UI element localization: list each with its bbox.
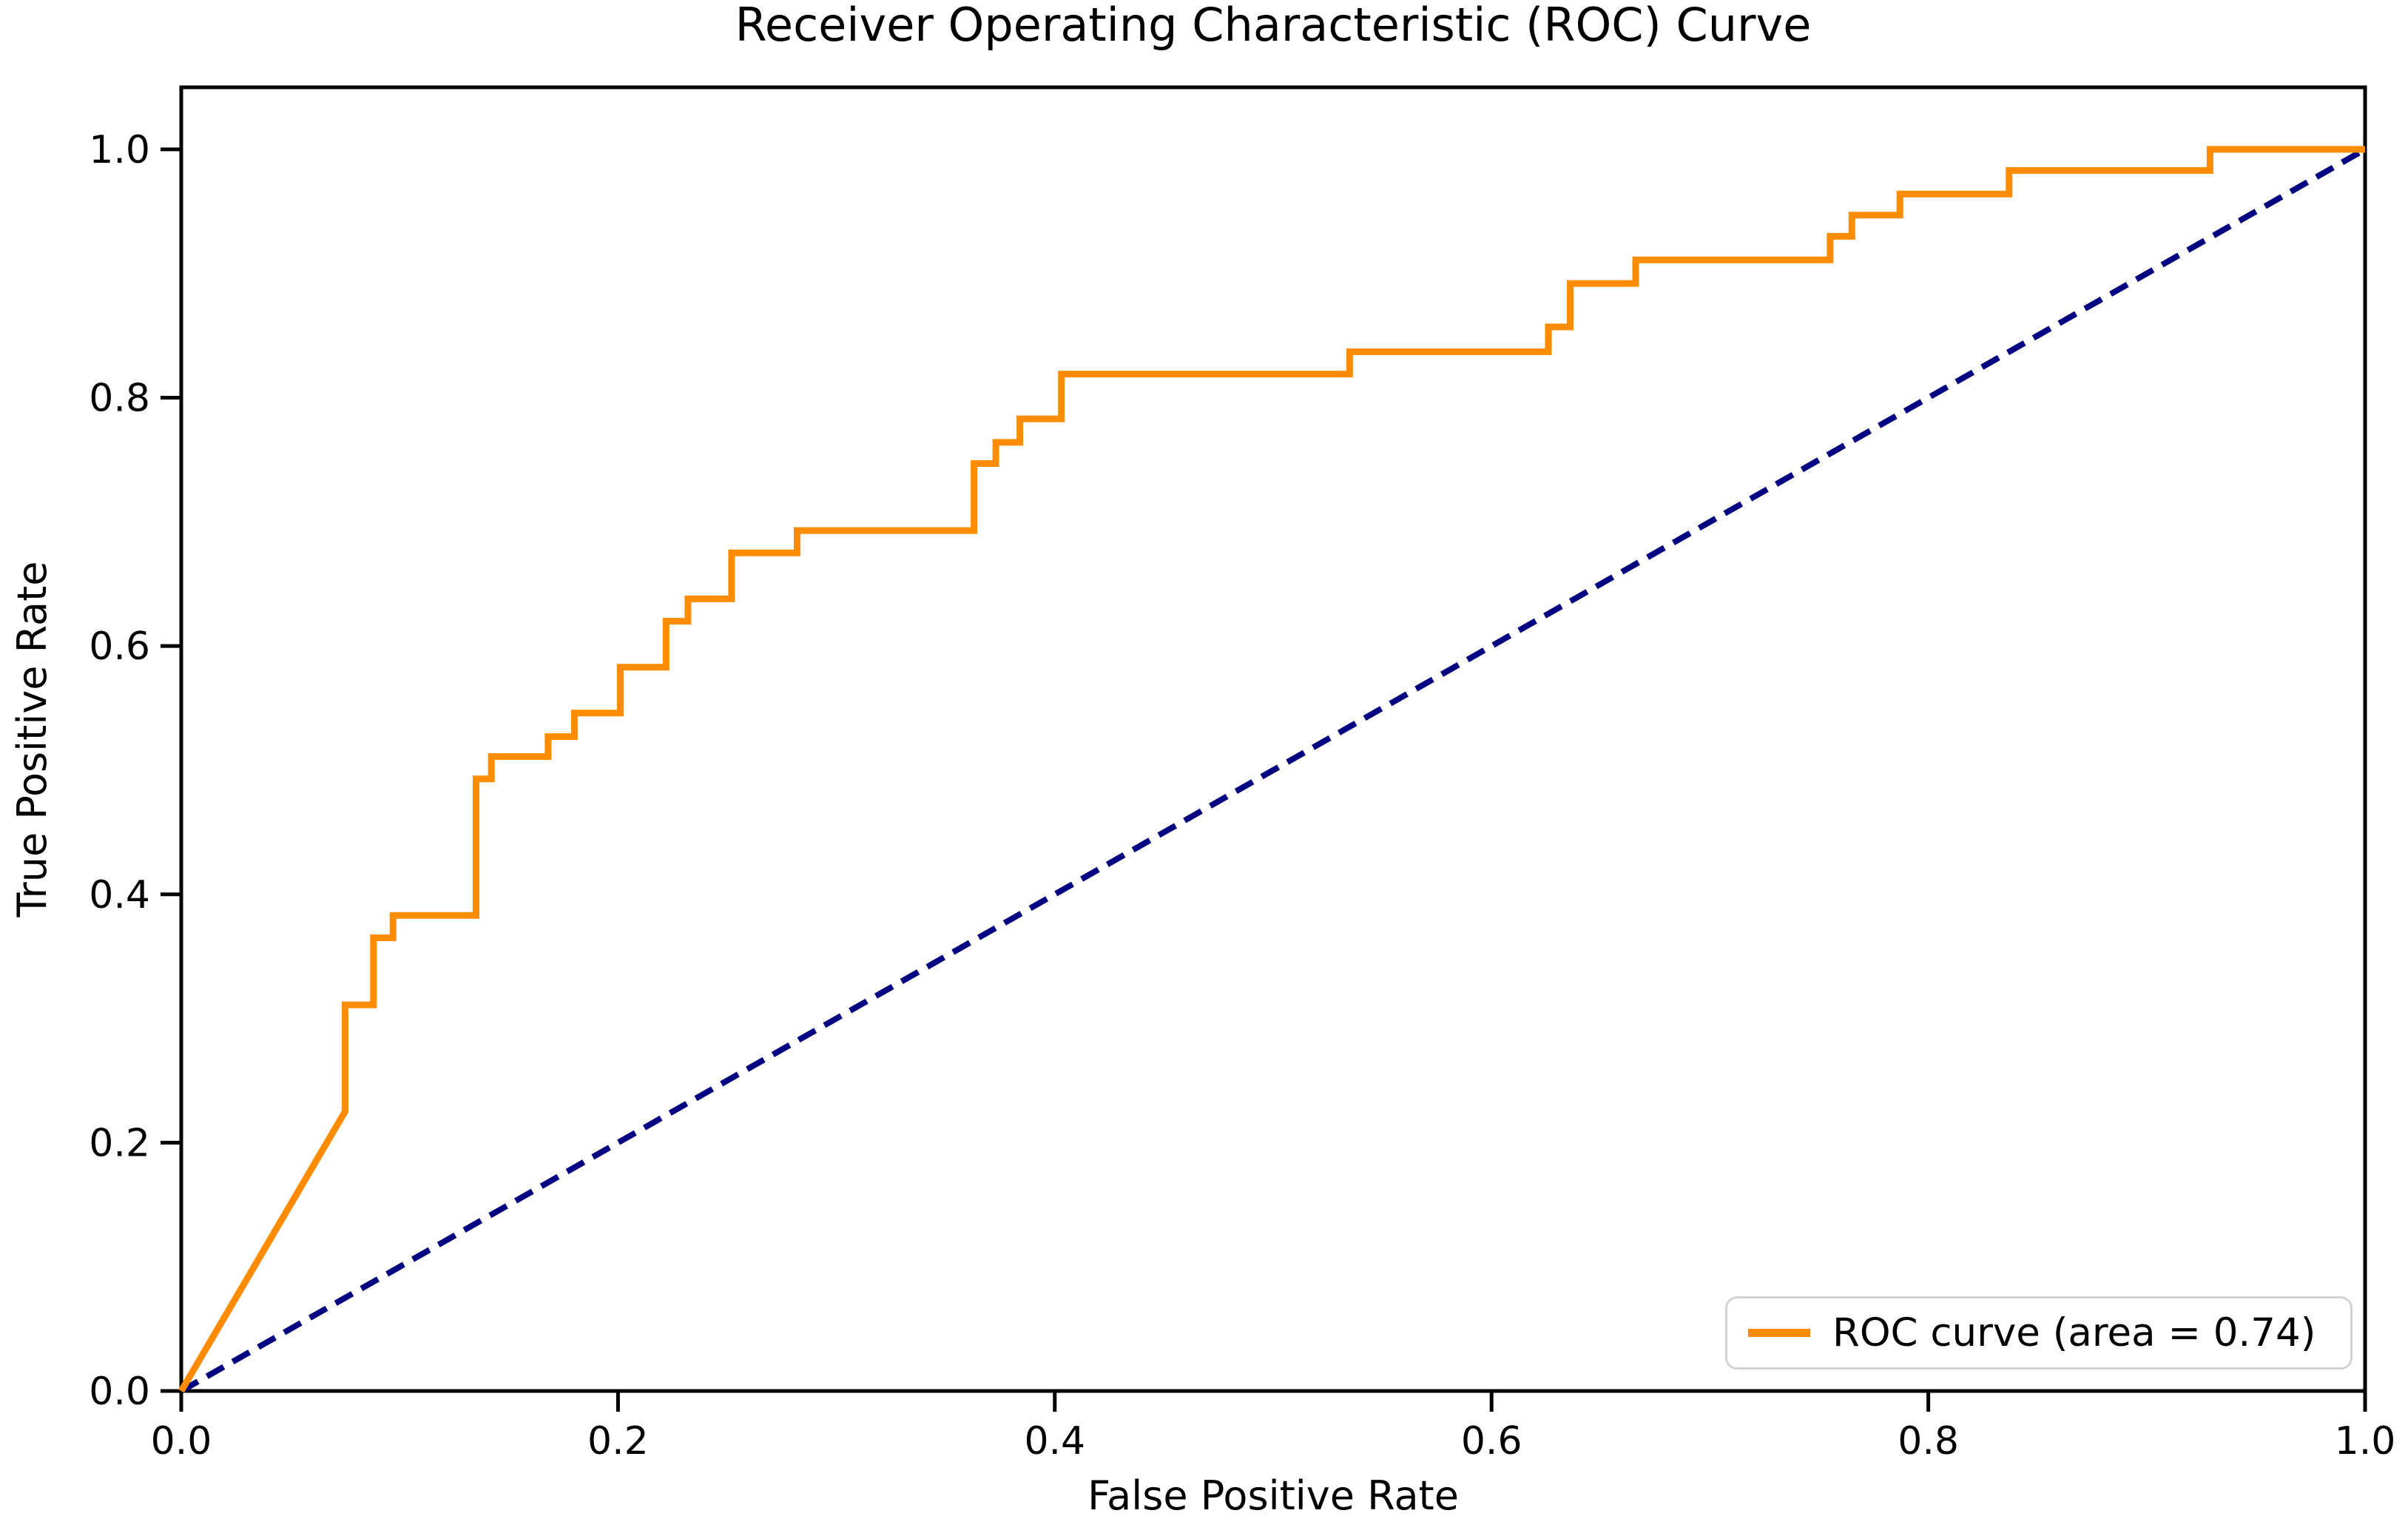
axes-layer: [161, 85, 2367, 1412]
axes-frame: [179, 85, 2367, 1393]
x-tick-label: 0.8: [1898, 1419, 1959, 1463]
legend-box: ROC curve (area = 0.74): [1725, 1296, 2353, 1370]
y-tick-label: 0.0: [89, 1370, 150, 1414]
legend-label: ROC curve (area = 0.74): [1832, 1310, 2316, 1355]
x-axis-label: False Positive Rate: [1087, 1472, 1459, 1519]
y-tick-label: 1.0: [89, 128, 150, 172]
y-tick-label: 0.6: [89, 624, 150, 669]
x-tick-label: 0.6: [1461, 1419, 1522, 1463]
x-tick-label: 0.0: [151, 1419, 212, 1463]
x-tick-label: 1.0: [2335, 1419, 2396, 1463]
chart-title: Receiver Operating Characteristic (ROC) …: [735, 0, 1812, 52]
x-tick-label: 0.2: [587, 1419, 649, 1463]
y-tick-label: 0.8: [89, 377, 150, 421]
text-layer: 0.0 0.2 0.4 0.6 0.8 1.0 0.0 0.2 0.4 0.6 0.8 1.0 Rece…: [9, 0, 2395, 1519]
roc-curve-line: [178, 146, 2365, 1393]
legend-roc-line-swatch: [1748, 1329, 1810, 1337]
y-axis-label: True Positive Rate: [9, 561, 55, 917]
chance-diagonal-line: [180, 146, 2367, 1394]
y-tick-label: 0.4: [89, 873, 150, 917]
y-tick-label: 0.2: [89, 1121, 150, 1165]
x-tick-label: 0.4: [1024, 1419, 1085, 1463]
